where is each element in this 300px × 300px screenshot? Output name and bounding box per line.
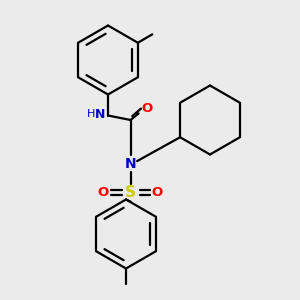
Text: S: S: [125, 185, 136, 200]
Text: O: O: [98, 186, 109, 199]
Text: N: N: [95, 107, 106, 121]
Text: O: O: [152, 186, 163, 199]
Text: O: O: [141, 102, 153, 115]
Text: N: N: [125, 157, 136, 170]
Text: H: H: [87, 109, 96, 119]
